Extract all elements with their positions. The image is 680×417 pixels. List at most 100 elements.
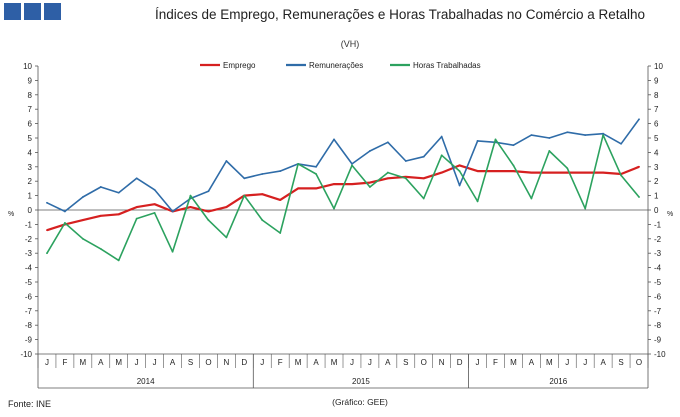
data-point: [99, 186, 102, 188]
data-point: [602, 134, 605, 137]
y-tick-label-left: 8: [28, 91, 33, 100]
x-tick-label: S: [618, 358, 623, 367]
y-tick-label-left: 0: [28, 206, 33, 215]
x-tick-label: J: [45, 358, 49, 367]
data-point: [476, 200, 479, 203]
data-point: [548, 150, 551, 152]
x-tick-label: J: [135, 358, 139, 367]
x-tick-label: F: [278, 358, 283, 367]
y-tick-label-right: -2: [654, 235, 662, 244]
logo-square-2: [24, 3, 41, 20]
x-tick-label: N: [223, 358, 229, 367]
data-point: [189, 206, 192, 209]
y-tick-label-left: 10: [23, 62, 32, 71]
data-point: [46, 229, 48, 232]
y-tick-label-left: -2: [25, 235, 33, 244]
y-tick-label-left: -10: [20, 350, 32, 359]
data-point: [458, 170, 461, 173]
x-tick-label: J: [583, 358, 587, 367]
data-point: [386, 141, 389, 144]
chart-subtitle-text: (VH): [340, 39, 360, 49]
data-point: [315, 165, 317, 168]
data-point: [458, 184, 461, 187]
y-tick-label-right: 8: [654, 91, 659, 100]
data-point: [153, 211, 156, 214]
data-point: [602, 171, 605, 174]
data-point: [207, 210, 210, 213]
y-tick-label-right: 3: [654, 163, 659, 172]
x-tick-label: N: [439, 358, 445, 367]
data-point: [584, 171, 587, 174]
y-tick-label-left: -9: [25, 336, 33, 345]
data-point: [64, 222, 66, 224]
x-tick-label: A: [170, 358, 176, 367]
y-tick-label-left: -6: [25, 292, 33, 301]
data-point: [135, 217, 138, 220]
data-point: [548, 137, 551, 139]
data-point: [638, 196, 640, 198]
data-point: [261, 219, 264, 221]
y-tick-label-right: 1: [654, 192, 659, 201]
data-point: [243, 177, 246, 180]
logo-square-3: [44, 3, 61, 20]
data-point: [530, 134, 533, 137]
data-point: [333, 207, 335, 210]
data-point: [333, 138, 335, 141]
x-tick-label: O: [636, 358, 642, 367]
year-label: 2016: [549, 377, 567, 386]
y-tick-label-right: 2: [654, 177, 659, 186]
y-tick-label-left: -3: [25, 249, 33, 258]
data-point: [494, 170, 497, 173]
x-tick-label: M: [80, 358, 87, 367]
data-point: [530, 171, 533, 174]
data-point: [243, 194, 246, 197]
data-point: [369, 186, 371, 188]
year-label: 2014: [137, 377, 155, 386]
data-point: [225, 160, 228, 162]
data-point: [620, 174, 622, 177]
data-point: [458, 164, 461, 167]
y-axis-label-left: %: [8, 211, 14, 218]
data-point: [584, 134, 587, 137]
y-tick-label-left: -1: [25, 220, 33, 229]
y-tick-label-left: 2: [28, 177, 33, 186]
data-point: [81, 237, 84, 240]
data-point: [351, 163, 353, 165]
data-point: [117, 213, 120, 216]
x-tick-label: S: [188, 358, 193, 367]
data-point: [404, 177, 407, 180]
chart-subtitle: (VH): [0, 39, 680, 49]
y-tick-label-right: -9: [654, 336, 662, 345]
x-tick-label: O: [421, 358, 427, 367]
logo-square-1: [4, 3, 21, 20]
x-tick-label: J: [350, 358, 354, 367]
data-point: [602, 132, 605, 135]
data-point: [386, 177, 389, 180]
data-point: [207, 190, 210, 193]
y-tick-label-left: 7: [28, 105, 33, 114]
y-tick-label-right: -7: [654, 307, 662, 316]
y-tick-label-right: 9: [654, 76, 659, 85]
data-point: [440, 171, 443, 174]
x-tick-label: J: [565, 358, 569, 367]
data-point: [297, 163, 300, 165]
data-point: [135, 206, 138, 209]
data-point: [153, 203, 156, 206]
x-tick-label: M: [510, 358, 517, 367]
y-tick-label-right: -10: [654, 350, 666, 359]
y-tick-label-right: -1: [654, 220, 662, 229]
x-tick-label: A: [313, 358, 319, 367]
data-point: [153, 188, 156, 191]
series-line-horas-trabalhadas: [46, 134, 640, 262]
data-point: [207, 219, 210, 221]
y-axis-label-right: %: [667, 211, 673, 218]
x-tick-label: M: [115, 358, 122, 367]
data-point: [386, 171, 389, 174]
data-point: [512, 170, 515, 173]
x-tick-label: A: [529, 358, 535, 367]
data-point: [351, 164, 353, 167]
data-point: [638, 165, 640, 168]
x-tick-label: D: [241, 358, 247, 367]
x-tick-label: J: [368, 358, 372, 367]
